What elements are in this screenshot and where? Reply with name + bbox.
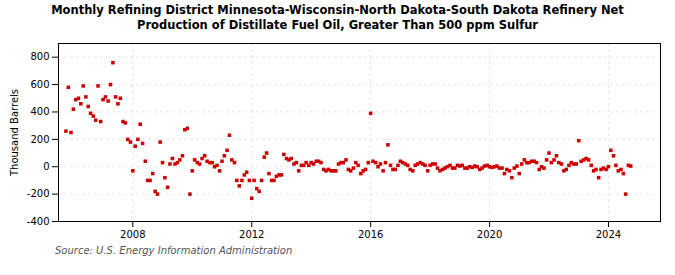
html-text:Source: U.S. Energy Informatio: Source: U.S. Energy Information Administ… [55,244,293,256]
svg-text:200: 200 [30,133,49,144]
svg-text:-400: -400 [27,216,50,227]
svg-text:2008: 2008 [120,228,145,239]
svg-text:Thousand Barrels: Thousand Barrels [9,89,20,177]
svg-text:400: 400 [30,106,49,117]
svg-text:600: 600 [30,79,49,90]
svg-text:800: 800 [30,51,49,62]
svg-text:2024: 2024 [596,228,621,239]
svg-text:2020: 2020 [477,228,502,239]
svg-text:0: 0 [43,161,49,172]
svg-text:2012: 2012 [239,228,264,239]
svg-text:2016: 2016 [358,228,383,239]
html-text:Monthly Refining District Minn: Monthly Refining District Minnesota-Wisc… [51,3,624,32]
svg-text:-200: -200 [27,188,50,199]
